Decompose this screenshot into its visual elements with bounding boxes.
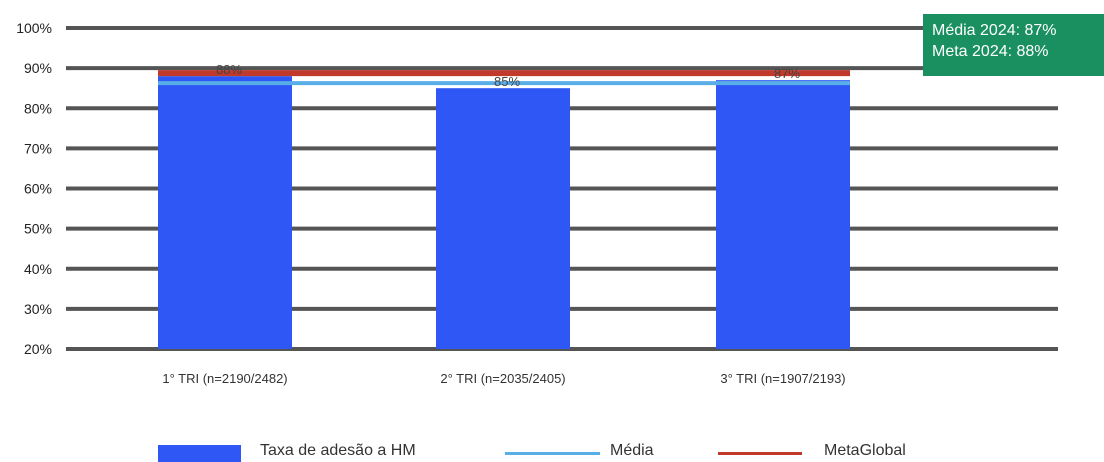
legend-swatch-bar <box>158 445 241 462</box>
bar <box>436 88 570 349</box>
y-tick-label: 50% <box>24 221 52 237</box>
goal-2024-text: Meta 2024: 88% <box>932 43 1049 60</box>
y-tick-label: 20% <box>24 341 52 357</box>
y-tick-label: 80% <box>24 100 52 116</box>
data-label: 85% <box>494 74 520 89</box>
y-tick-label: 70% <box>24 140 52 156</box>
y-tick-label: 30% <box>24 301 52 317</box>
summary-badge: Média 2024: 87% Meta 2024: 88% <box>923 14 1104 76</box>
bar <box>158 76 292 350</box>
y-tick-label: 60% <box>24 181 52 197</box>
reference-lines <box>158 70 850 86</box>
y-tick-label: 90% <box>24 60 52 76</box>
legend-swatch-average-line <box>505 452 600 455</box>
legend-label-goal: MetaGlobal <box>824 442 906 459</box>
average-2024-text: Média 2024: 87% <box>932 22 1057 39</box>
data-label: 88% <box>216 62 242 77</box>
y-tick-label: 100% <box>16 20 52 36</box>
legend-swatch-goal-line <box>718 452 802 455</box>
x-category-label: 2° TRI (n=2035/2405) <box>440 371 565 386</box>
x-category-label: 3° TRI (n=1907/2193) <box>720 371 845 386</box>
y-tick-label: 40% <box>24 261 52 277</box>
bars <box>158 76 850 350</box>
legend-label-average: Média <box>610 442 654 459</box>
y-axis-ticks: 20% 30% 40% 50% 60% 70% 80% 90% 100% <box>16 20 52 357</box>
x-category-label: 1° TRI (n=2190/2482) <box>162 371 287 386</box>
legend-label-bar: Taxa de adesão a HM <box>260 442 416 459</box>
x-axis-labels: 1° TRI (n=2190/2482) 2° TRI (n=2035/2405)… <box>162 371 845 386</box>
bar <box>716 80 850 349</box>
data-label: 87% <box>774 66 800 81</box>
data-labels: 88% 85% 87% <box>216 62 800 89</box>
